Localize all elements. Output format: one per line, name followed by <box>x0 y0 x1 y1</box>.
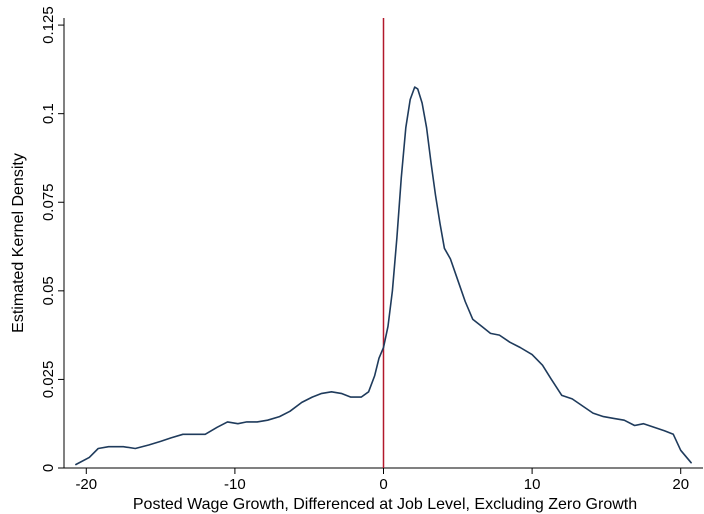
x-tick-label: -20 <box>75 476 97 493</box>
x-tick-label: 10 <box>524 476 541 493</box>
y-tick-label: 0 <box>40 464 57 472</box>
series-group <box>75 86 692 466</box>
x-tick-label: 0 <box>379 476 387 493</box>
y-tick-label: 0.125 <box>40 6 57 44</box>
x-axis-title: Posted Wage Growth, Differenced at Job L… <box>133 496 637 513</box>
y-tick-label: 0.1 <box>40 103 57 124</box>
density-curve <box>75 86 692 466</box>
axes: -20 -10 0 10 20 0 0.025 0.05 0.075 0.1 0.125 <box>40 6 703 493</box>
y-tick-label: 0.05 <box>40 276 57 305</box>
y-axis-title: Estimated Kernel Density <box>10 153 27 333</box>
y-tick-label: 0.025 <box>40 361 57 399</box>
y-tick-label: 0.075 <box>40 183 57 221</box>
x-tick-label: 20 <box>672 476 689 493</box>
x-tick-label: -10 <box>224 476 246 493</box>
